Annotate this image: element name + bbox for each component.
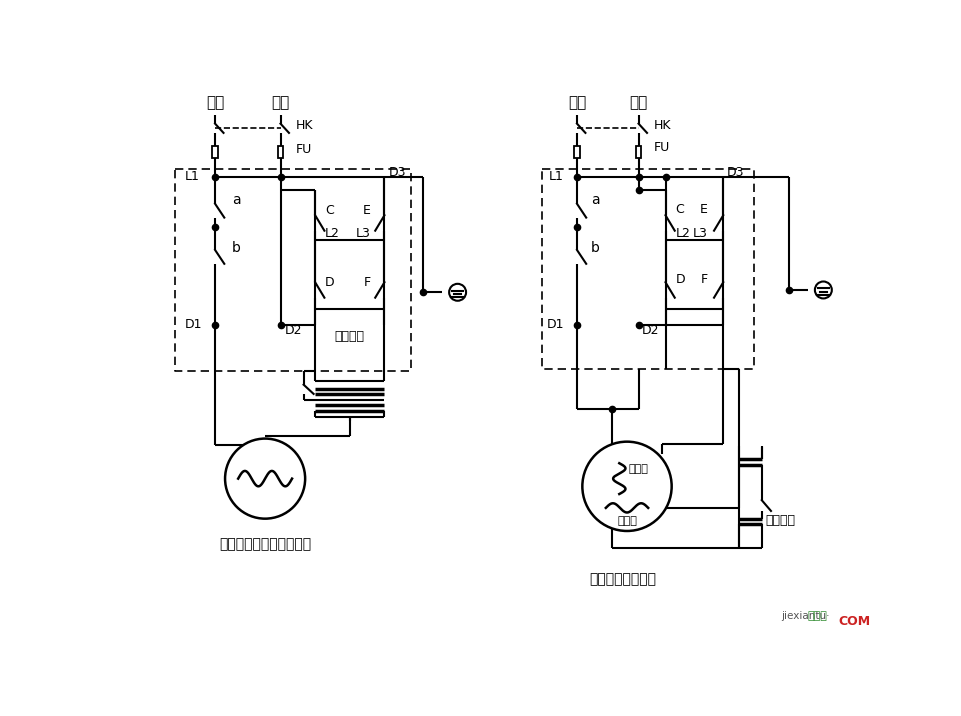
Text: D1: D1	[185, 318, 202, 331]
Text: C: C	[325, 204, 333, 217]
Text: b: b	[232, 241, 240, 255]
Text: D1: D1	[546, 318, 563, 331]
Text: b: b	[590, 241, 599, 255]
Text: D3: D3	[727, 165, 744, 179]
Text: 零线: 零线	[206, 95, 224, 110]
Text: 火线: 火线	[271, 95, 289, 110]
Text: E: E	[700, 203, 707, 216]
Circle shape	[225, 439, 305, 518]
Text: 有付绕组的电动机: 有付绕组的电动机	[589, 571, 656, 586]
Text: 离心开关: 离心开关	[334, 329, 364, 343]
Text: 付绕组: 付绕组	[616, 516, 636, 526]
Text: C: C	[675, 203, 683, 216]
Text: HK: HK	[653, 120, 671, 132]
Text: L3: L3	[692, 227, 707, 241]
Text: F: F	[700, 274, 707, 286]
Bar	[212, 146, 217, 158]
Text: 火线: 火线	[628, 95, 647, 110]
Text: L1: L1	[548, 170, 563, 183]
Circle shape	[449, 284, 465, 301]
Text: 离心开关: 离心开关	[765, 515, 795, 528]
Text: D: D	[325, 276, 334, 289]
Text: 接线图: 接线图	[807, 611, 827, 621]
Text: FU: FU	[653, 141, 670, 154]
Text: a: a	[232, 193, 240, 207]
Bar	[635, 146, 641, 158]
Text: FU: FU	[296, 142, 311, 155]
Text: COM: COM	[838, 614, 870, 627]
Text: L2: L2	[675, 227, 690, 241]
Circle shape	[814, 281, 831, 299]
Text: 不分主、付绕组的电动机: 不分主、付绕组的电动机	[219, 537, 310, 551]
Text: L3: L3	[356, 227, 370, 241]
Text: 主绕组: 主绕组	[628, 465, 648, 475]
Text: 零线: 零线	[567, 95, 585, 110]
Circle shape	[581, 442, 671, 531]
Text: E: E	[362, 204, 370, 217]
Bar	[278, 146, 283, 158]
Text: D2: D2	[641, 324, 658, 337]
Text: D: D	[675, 274, 684, 286]
Text: L2: L2	[325, 227, 339, 241]
Text: L1: L1	[185, 170, 199, 183]
Text: a: a	[590, 193, 599, 207]
Text: jiexiantu·: jiexiantu·	[780, 611, 828, 621]
Text: F: F	[363, 276, 370, 289]
Bar	[574, 146, 579, 158]
Text: D3: D3	[388, 166, 406, 180]
Text: HK: HK	[296, 120, 313, 132]
Text: D2: D2	[284, 324, 302, 337]
